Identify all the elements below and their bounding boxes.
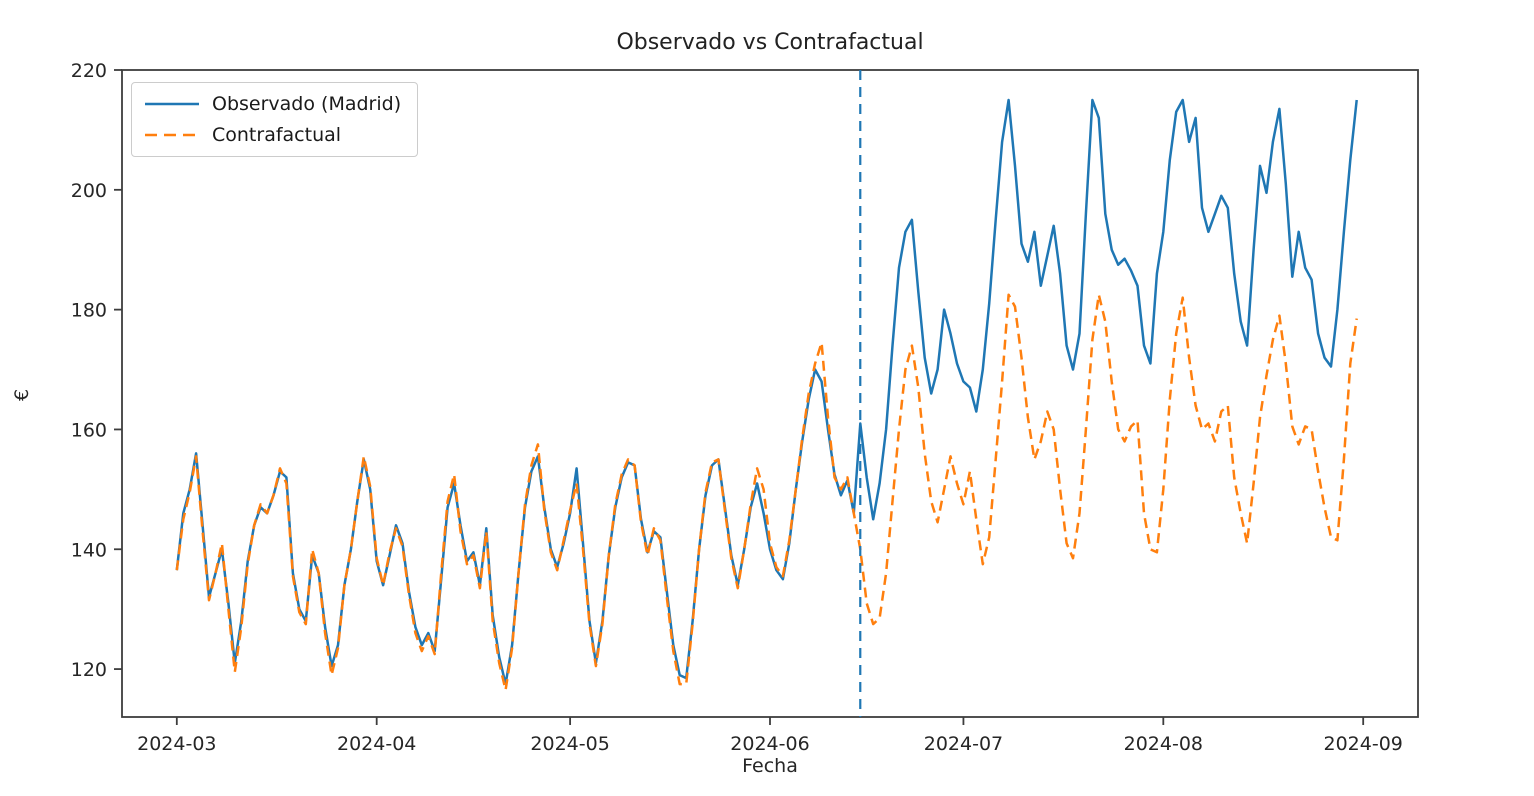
contrafactual-line [175, 293, 1358, 692]
x-tick-label: 2024-03 [137, 733, 216, 755]
y-tick-label: 140 [71, 539, 107, 561]
y-tick-label: 120 [71, 659, 107, 681]
legend-item-contrafactual: Contrafactual [144, 124, 401, 146]
y-axis-label: € [11, 388, 34, 402]
x-tick-label: 2024-08 [1124, 733, 1203, 755]
y-tick-label: 200 [71, 180, 107, 202]
x-tick-label: 2024-09 [1323, 733, 1402, 755]
y-tick-label: 220 [71, 60, 107, 82]
legend-label-contrafactual: Contrafactual [212, 124, 342, 146]
x-tick-label: 2024-05 [530, 733, 609, 755]
y-tick-label: 160 [71, 419, 107, 441]
y-tick-label: 180 [71, 300, 107, 322]
legend-item-observado: Observado (Madrid) [144, 93, 401, 115]
legend: Observado (Madrid) Contrafactual [131, 82, 419, 157]
x-tick-label: 2024-07 [924, 733, 1003, 755]
chart-title: Observado vs Contrafactual [616, 30, 924, 55]
x-tick-label: 2024-04 [337, 733, 416, 755]
x-axis-label: Fecha [742, 755, 798, 777]
legend-line-dashed-icon [145, 133, 199, 137]
legend-line-solid-icon [145, 102, 199, 106]
plot-area [121, 69, 1419, 718]
legend-label-observado: Observado (Madrid) [212, 93, 402, 115]
x-tick-label: 2024-06 [730, 733, 809, 755]
